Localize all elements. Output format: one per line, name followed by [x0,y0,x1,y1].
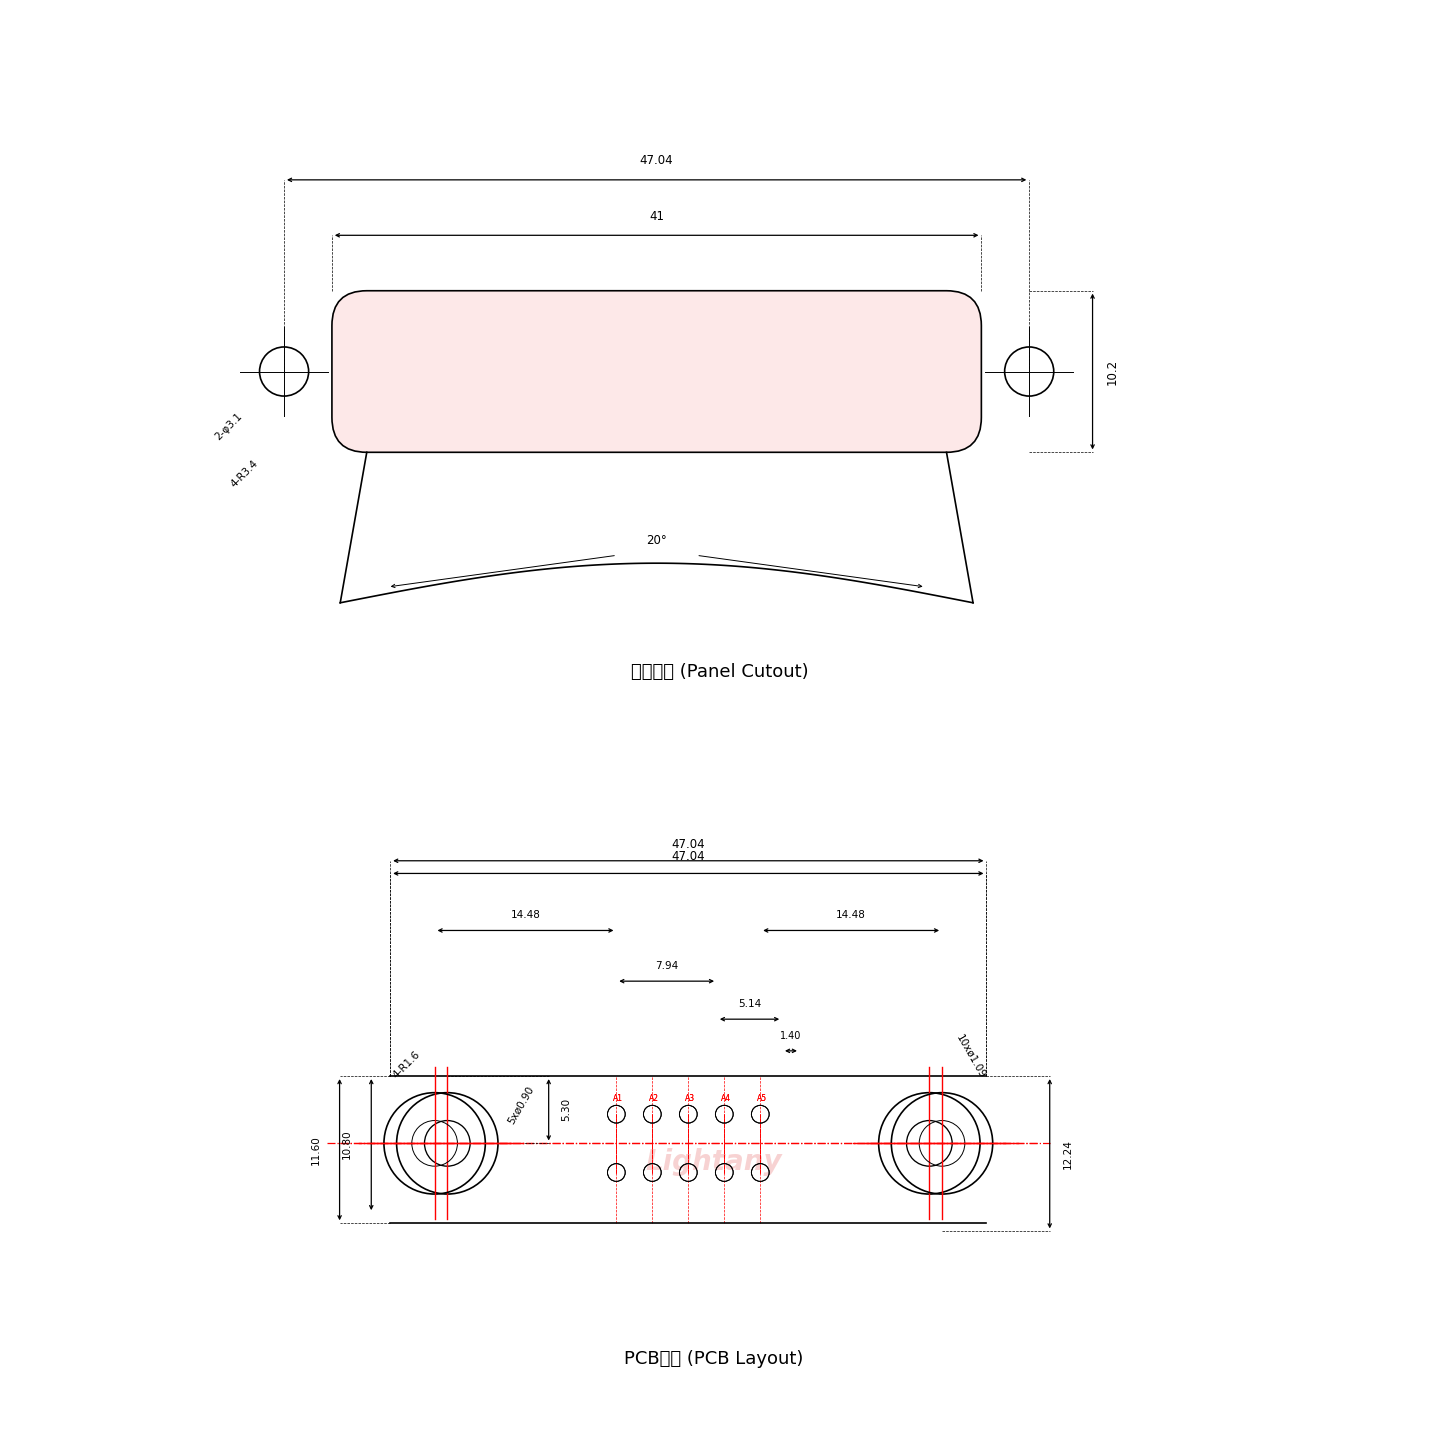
FancyBboxPatch shape [331,291,981,452]
Text: A3: A3 [685,1094,696,1103]
Text: 5.30: 5.30 [562,1099,572,1122]
Text: 47.04: 47.04 [671,850,706,864]
Text: A1: A1 [612,1094,622,1103]
Text: A4: A4 [721,1094,732,1103]
Text: 20°: 20° [647,534,667,547]
Text: 1.40: 1.40 [780,1031,802,1041]
Text: 4-R3.4: 4-R3.4 [229,458,261,490]
Text: A3: A3 [684,1094,694,1103]
Text: 41: 41 [649,210,664,223]
Text: 47.04: 47.04 [671,838,706,851]
Text: 7.94: 7.94 [655,960,678,971]
Text: Lightany: Lightany [645,1148,782,1176]
Text: A4: A4 [720,1094,730,1103]
Text: 5.14: 5.14 [737,999,762,1009]
Text: 47.04: 47.04 [639,154,674,167]
Text: 10.2: 10.2 [1106,359,1119,384]
Text: 面板开孔 (Panel Cutout): 面板开孔 (Panel Cutout) [631,664,809,681]
Text: A2: A2 [649,1094,660,1103]
Text: 14.48: 14.48 [511,910,540,920]
Text: 12.24: 12.24 [1063,1139,1073,1169]
Text: A1: A1 [613,1094,624,1103]
Text: A5: A5 [757,1094,768,1103]
Text: PCB布局 (PCB Layout): PCB布局 (PCB Layout) [624,1349,804,1368]
Text: A2: A2 [648,1094,658,1103]
Text: 5xø0.90: 5xø0.90 [507,1084,536,1126]
Text: Lightany: Lightany [621,357,756,386]
Text: 11.60: 11.60 [311,1135,321,1165]
Text: A5: A5 [756,1094,766,1103]
Text: 2-φ3.1: 2-φ3.1 [213,410,245,442]
Text: 14.48: 14.48 [837,910,865,920]
Text: 10.80: 10.80 [343,1130,353,1159]
Text: 4-R1.6: 4-R1.6 [390,1048,422,1080]
Text: 10xø1.09: 10xø1.09 [955,1032,988,1080]
